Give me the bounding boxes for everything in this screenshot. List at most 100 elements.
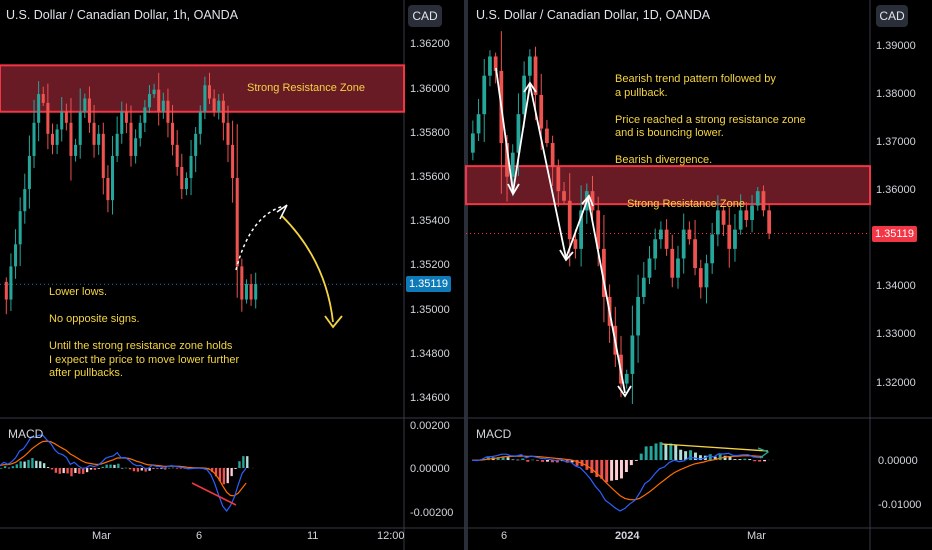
right-currency-badge[interactable]: CAD — [876, 5, 908, 27]
left-price-tick: 1.35600 — [410, 171, 450, 184]
zigzag-arrowhead — [559, 249, 574, 262]
right-macd-histogram-bar — [555, 460, 559, 463]
right-candle-body — [556, 167, 561, 192]
left-macd-histogram-bar — [144, 468, 147, 472]
downside-projection-path — [281, 215, 334, 323]
left-macd-histogram-bar — [121, 467, 124, 469]
left-macd-histogram-bar — [97, 468, 100, 469]
right-macd-histogram-bar — [546, 460, 549, 462]
right-candle-body — [573, 239, 578, 249]
right-candle-body — [681, 229, 686, 259]
left-candle-body — [207, 85, 212, 99]
left-candle-body — [46, 102, 50, 134]
left-price-tick: 1.35000 — [410, 303, 450, 316]
right-macd-histogram-bar — [590, 460, 594, 474]
left-macd-histogram-bar — [39, 461, 42, 468]
right-candle-body — [647, 258, 652, 278]
right-candle-body — [579, 210, 583, 249]
right-macd-histogram-bar — [550, 460, 554, 463]
right-candle-body — [527, 56, 532, 76]
left-candle-body — [175, 144, 179, 167]
right-macd-histogram-bar — [521, 458, 525, 460]
right-macd-histogram-bar — [541, 460, 545, 462]
left-macd-histogram-bar — [89, 468, 93, 470]
left-macd-histogram-bar — [226, 468, 229, 484]
left-candle-body — [226, 122, 230, 145]
left-candle-body — [18, 211, 22, 245]
left-candle-body — [69, 122, 73, 156]
left-macd-histogram-bar — [3, 466, 7, 468]
right-macd-histogram-bar — [758, 460, 762, 462]
left-candle-body — [157, 89, 161, 112]
right-time-tick: 6 — [501, 530, 508, 542]
right-macd-histogram-bar — [689, 450, 693, 460]
right-candle-body — [727, 224, 732, 249]
left-macd-histogram-bar — [210, 468, 214, 472]
left-candle-body — [74, 144, 78, 156]
right-macd-histogram-bar — [743, 458, 747, 460]
right-chart-title: U.S. Dollar / Canadian Dollar, 1D, OANDA — [476, 8, 711, 22]
right-macd-histogram-bar — [679, 449, 683, 460]
left-macd-tick: -0.00200 — [410, 507, 454, 519]
pullback-projection-path — [235, 205, 285, 271]
right-price-tick: 1.37000 — [876, 136, 916, 149]
left-time-tick: 11 — [307, 530, 319, 542]
right-time-tick: 2024 — [615, 530, 640, 542]
right-resistance-zone — [465, 165, 871, 206]
left-price-tick: 1.36200 — [410, 38, 450, 51]
right-candle-body — [659, 229, 663, 240]
right-macd-histogram-bar — [506, 457, 510, 460]
left-candle-body — [134, 138, 138, 156]
right-macd-divergence-line — [661, 443, 769, 452]
left-currency-badge[interactable]: CAD — [408, 5, 442, 27]
left-candle-body — [147, 94, 151, 108]
left-macd-histogram-bar — [148, 468, 151, 471]
left-macd-histogram-bar — [70, 468, 73, 477]
right-signal-line — [471, 454, 764, 501]
left-candle-body — [92, 122, 96, 145]
left-macd-histogram-bar — [140, 468, 143, 471]
zigzag-arrowhead — [617, 385, 632, 398]
left-macd-histogram-bar — [125, 467, 128, 469]
left-candle-body — [41, 94, 45, 103]
right-candle-body — [761, 191, 766, 211]
right-macd-histogram-bar — [620, 460, 623, 479]
right-candle-body — [698, 268, 703, 288]
right-macd-histogram-bar — [610, 460, 614, 481]
left-candle-body — [143, 107, 147, 123]
right-candle-body — [693, 239, 697, 269]
left-candle-body — [244, 284, 248, 300]
left-candle-body — [189, 155, 193, 179]
right-candle-body — [550, 143, 555, 168]
right-macd-histogram-bar — [669, 443, 673, 460]
right-candle-body — [750, 205, 754, 220]
right-macd-histogram-bar — [575, 460, 579, 466]
right-candle-body — [522, 75, 527, 115]
right-macd-histogram-bar — [511, 459, 515, 461]
right-price-tick: 1.32000 — [876, 376, 916, 389]
right-macd-histogram-bar — [718, 454, 722, 460]
left-macd-histogram-bar — [136, 468, 140, 472]
right-macd-histogram-bar — [674, 445, 678, 460]
right-price-tick: 1.33000 — [876, 328, 916, 341]
right-macd-histogram-bar — [629, 460, 633, 466]
right-macd-histogram-bar — [526, 460, 530, 462]
right-candle-body — [516, 114, 521, 153]
left-macd-line — [0, 434, 247, 512]
right-candle-body — [533, 56, 538, 95]
right-candle-body — [670, 248, 675, 278]
right-macd-tick: 0.00000 — [878, 455, 918, 467]
left-candle-body — [129, 122, 133, 156]
right-candle-body — [733, 229, 737, 249]
left-price-tick: 1.34800 — [410, 347, 450, 360]
right-candle-body — [505, 143, 509, 177]
zigzag-arrowhead — [581, 194, 594, 207]
right-candle-body — [562, 191, 566, 201]
left-macd-histogram-bar — [222, 468, 225, 485]
left-candle-body — [87, 98, 91, 123]
right-macd-histogram-bar — [644, 446, 648, 460]
left-candle-body — [60, 111, 64, 130]
left-macd-histogram-bar — [128, 468, 132, 470]
left-macd-histogram-bar — [54, 468, 58, 473]
